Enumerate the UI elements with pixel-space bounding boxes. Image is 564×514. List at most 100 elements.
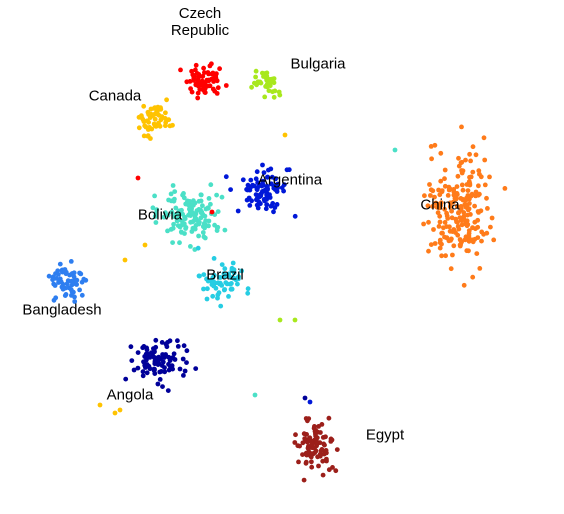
scatter-point — [118, 408, 123, 413]
scatter-point — [264, 78, 269, 83]
scatter-point — [226, 294, 231, 299]
scatter-point — [309, 439, 314, 444]
scatter-point — [50, 277, 55, 282]
scatter-point — [195, 96, 200, 101]
scatter-point — [214, 286, 219, 291]
scatter-point — [440, 188, 445, 193]
scatter-point — [113, 411, 118, 416]
scatter-point — [236, 209, 241, 214]
scatter-point — [272, 95, 277, 100]
scatter-point — [196, 234, 201, 239]
scatter-point — [192, 75, 197, 80]
scatter-point — [160, 340, 165, 345]
scatter-point — [193, 216, 198, 221]
scatter-point — [216, 209, 221, 214]
scatter-point — [308, 400, 313, 405]
scatter-point — [281, 189, 286, 194]
scatter-point — [461, 188, 466, 193]
scatter-point — [185, 348, 190, 353]
scatter-point — [199, 210, 204, 215]
scatter-point — [479, 239, 484, 244]
scatter-point — [208, 182, 213, 187]
scatter-point — [178, 225, 183, 230]
scatter-point — [456, 174, 461, 179]
scatter-point — [77, 288, 82, 293]
scatter-point — [165, 344, 170, 349]
scatter-point — [245, 198, 250, 203]
scatter-point — [456, 227, 461, 232]
scatter-point — [433, 241, 438, 246]
scatter-point — [212, 256, 217, 261]
scatter-point — [188, 244, 193, 249]
scatter-point — [184, 360, 189, 365]
scatter-point — [458, 215, 463, 220]
scatter-point — [170, 123, 175, 128]
scatter-point — [473, 226, 478, 231]
scatter-point — [319, 448, 324, 453]
scatter-point — [254, 69, 259, 74]
scatter-point — [166, 198, 171, 203]
scatter-point — [456, 211, 461, 216]
scatter-point — [393, 148, 398, 153]
scatter-point — [458, 196, 463, 201]
scatter-point — [426, 249, 431, 254]
scatter-point — [197, 220, 202, 225]
scatter-point — [302, 431, 307, 436]
scatter-point — [306, 446, 311, 451]
scatter-point — [139, 113, 144, 118]
scatter-point — [330, 465, 335, 470]
scatter-point — [451, 243, 456, 248]
scatter-point — [183, 369, 188, 374]
scatter-point — [228, 187, 233, 192]
scatter-point — [477, 172, 482, 177]
scatter-point — [479, 208, 484, 213]
scatter-point — [303, 396, 308, 401]
scatter-point — [123, 377, 128, 382]
scatter-point — [467, 179, 472, 184]
scatter-point — [203, 236, 208, 241]
scatter-point — [142, 123, 147, 128]
scatter-point — [458, 237, 463, 242]
scatter-point — [173, 357, 178, 362]
scatter-point — [295, 443, 300, 448]
scatter-point — [283, 133, 288, 138]
scatter-point — [173, 206, 178, 211]
scatter-point — [324, 457, 329, 462]
scatter-point — [75, 278, 80, 283]
scatter-point — [160, 114, 165, 119]
scatter-point — [143, 365, 148, 370]
scatter-point — [258, 193, 263, 198]
scatter-point — [209, 77, 214, 82]
scatter-point — [335, 447, 340, 452]
scatter-point — [222, 274, 227, 279]
scatter-point — [302, 478, 307, 483]
scatter-point — [156, 382, 161, 387]
scatter-point — [453, 217, 458, 222]
scatter-point — [484, 231, 489, 236]
scatter-point — [316, 464, 321, 469]
scatter-point — [471, 239, 476, 244]
scatter-point — [428, 193, 433, 198]
scatter-point — [467, 175, 472, 180]
scatter-point — [166, 355, 171, 360]
scatter-point — [254, 176, 259, 181]
scatter-point — [320, 422, 325, 427]
scatter-point — [63, 267, 68, 272]
scatter-point — [149, 350, 154, 355]
scatter-point — [177, 240, 182, 245]
scatter-point — [285, 167, 290, 172]
scatter-point — [153, 338, 158, 343]
scatter-point — [193, 366, 198, 371]
scatter-point — [458, 242, 463, 247]
scatter-point — [181, 191, 186, 196]
scatter-point — [164, 97, 169, 102]
scatter-point — [468, 159, 473, 164]
scatter-point — [190, 219, 195, 224]
scatter-point — [427, 182, 432, 187]
scatter-point — [71, 290, 76, 295]
scatter-point — [472, 204, 477, 209]
scatter-point — [247, 203, 252, 208]
scatter-point — [187, 199, 192, 204]
scatter-point — [214, 71, 219, 76]
scatter-point — [201, 80, 206, 85]
